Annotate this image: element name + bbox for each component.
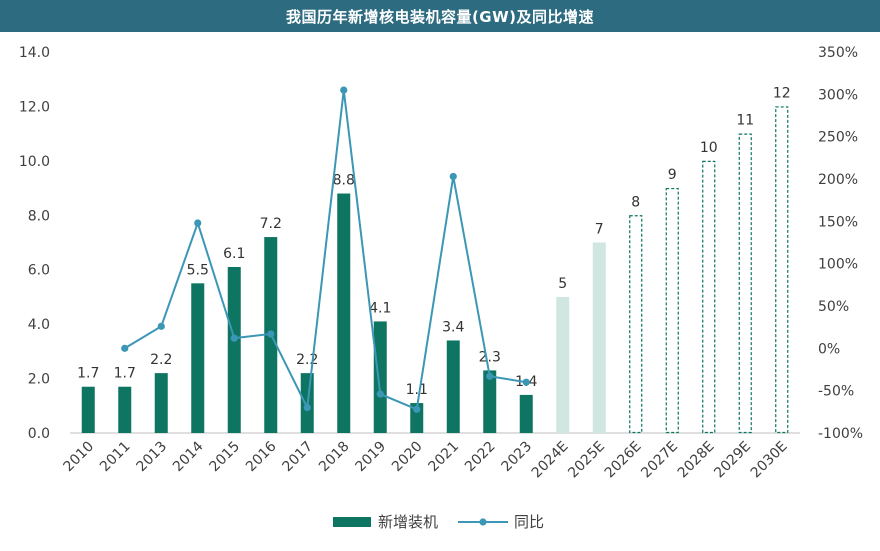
bar-data-label: 1.7 <box>77 366 99 382</box>
bar-data-label: 6.1 <box>223 246 245 262</box>
y2-tick-label: 250% <box>818 130 858 146</box>
y2-tick-label: 300% <box>818 87 858 103</box>
bar-data-label: 3.4 <box>442 319 464 335</box>
bar-data-label: 2.2 <box>150 352 172 368</box>
line-point <box>522 378 530 386</box>
x-tick-label: 2020 <box>389 439 426 476</box>
bar <box>738 133 752 434</box>
bar-data-label: 1.1 <box>406 382 428 398</box>
y-tick-label: 6.0 <box>28 263 50 279</box>
y-tick-label: 0.0 <box>28 426 50 442</box>
line-point <box>340 86 348 94</box>
bar <box>191 283 205 433</box>
line-point <box>121 344 129 352</box>
bar-data-label: 12 <box>773 85 791 101</box>
x-tick-label: 2010 <box>61 439 98 476</box>
bar <box>227 266 241 433</box>
bar-data-label: 11 <box>736 113 754 129</box>
bar <box>154 373 168 433</box>
line-point <box>157 322 165 330</box>
chart-title: 我国历年新增核电装机容量(GW)及同比增速 <box>0 0 880 32</box>
y-tick-label: 2.0 <box>28 372 50 388</box>
bar-data-label: 9 <box>668 167 677 183</box>
x-tick-label: 2027E <box>638 439 681 482</box>
y-tick-label: 4.0 <box>28 317 50 333</box>
x-tick-label: 2017 <box>280 439 317 476</box>
bar-data-label: 8 <box>631 194 640 210</box>
y2-tick-label: 50% <box>818 299 849 315</box>
line-point <box>413 405 421 413</box>
bar <box>373 321 387 433</box>
line-point <box>486 372 494 380</box>
bar <box>702 160 716 434</box>
bar-data-label: 5 <box>558 276 567 292</box>
bar-data-label: 7.2 <box>260 216 282 232</box>
x-tick-label: 2015 <box>207 439 244 476</box>
legend-bar-swatch <box>333 517 371 527</box>
x-tick-label: 2019 <box>353 439 390 476</box>
x-tick-label: 2026E <box>602 439 645 482</box>
series-line-yoy <box>124 89 527 412</box>
bar-data-label: 8.8 <box>333 173 355 189</box>
y2-tick-label: 0% <box>818 341 840 357</box>
y2-tick-label: -100% <box>818 426 863 442</box>
y2-tick-label: 100% <box>818 257 858 273</box>
bar <box>118 386 132 433</box>
bar-data-label: 1.7 <box>114 366 136 382</box>
x-tick-label: 2029E <box>711 439 754 482</box>
y-tick-label: 8.0 <box>28 208 50 224</box>
y2-tick-label: 200% <box>818 172 858 188</box>
bar-data-label: 2.2 <box>296 352 318 368</box>
x-tick-label: 2021 <box>426 439 463 476</box>
line-point <box>303 404 311 412</box>
line-point <box>267 330 275 338</box>
y-tick-label: 10.0 <box>19 154 50 170</box>
x-tick-label: 2014 <box>170 438 207 475</box>
bar <box>592 242 606 433</box>
x-tick-label: 2028E <box>675 439 718 482</box>
y-tick-label: 12.0 <box>19 99 50 115</box>
bar-data-label: 4.1 <box>369 300 391 316</box>
x-tick-label: 2011 <box>97 439 134 476</box>
x-tick-label: 2022 <box>462 439 499 476</box>
bar <box>81 386 95 433</box>
x-tick-label: 2013 <box>134 439 171 476</box>
bar <box>629 215 643 434</box>
legend-line-marker <box>479 518 487 526</box>
x-tick-label: 2025E <box>565 439 608 482</box>
y2-tick-label: 150% <box>818 214 858 230</box>
bar <box>483 370 497 433</box>
bar-data-label: 7 <box>595 222 604 238</box>
bar <box>519 394 533 433</box>
bar-data-label: 5.5 <box>187 262 209 278</box>
legend-line-label: 同比 <box>514 513 544 531</box>
line-point <box>449 172 457 181</box>
bar <box>665 187 679 434</box>
x-tick-label: 2030E <box>748 439 791 482</box>
line-point <box>194 219 202 227</box>
bar-data-label: 2.3 <box>479 349 501 365</box>
x-tick-label: 2016 <box>243 438 280 475</box>
bar-data-label: 10 <box>700 140 718 156</box>
y-tick-label: 14.0 <box>19 45 50 61</box>
line-point <box>376 390 384 398</box>
bar <box>556 296 570 433</box>
y2-tick-label: -50% <box>818 384 854 400</box>
bar <box>446 340 460 433</box>
bar <box>337 193 351 433</box>
bar <box>775 106 789 434</box>
y2-tick-label: 350% <box>818 45 858 61</box>
legend-bar-label: 新增装机 <box>378 513 438 531</box>
x-tick-label: 2018 <box>316 439 353 476</box>
x-tick-label: 2024E <box>529 439 572 482</box>
line-point <box>230 334 238 342</box>
